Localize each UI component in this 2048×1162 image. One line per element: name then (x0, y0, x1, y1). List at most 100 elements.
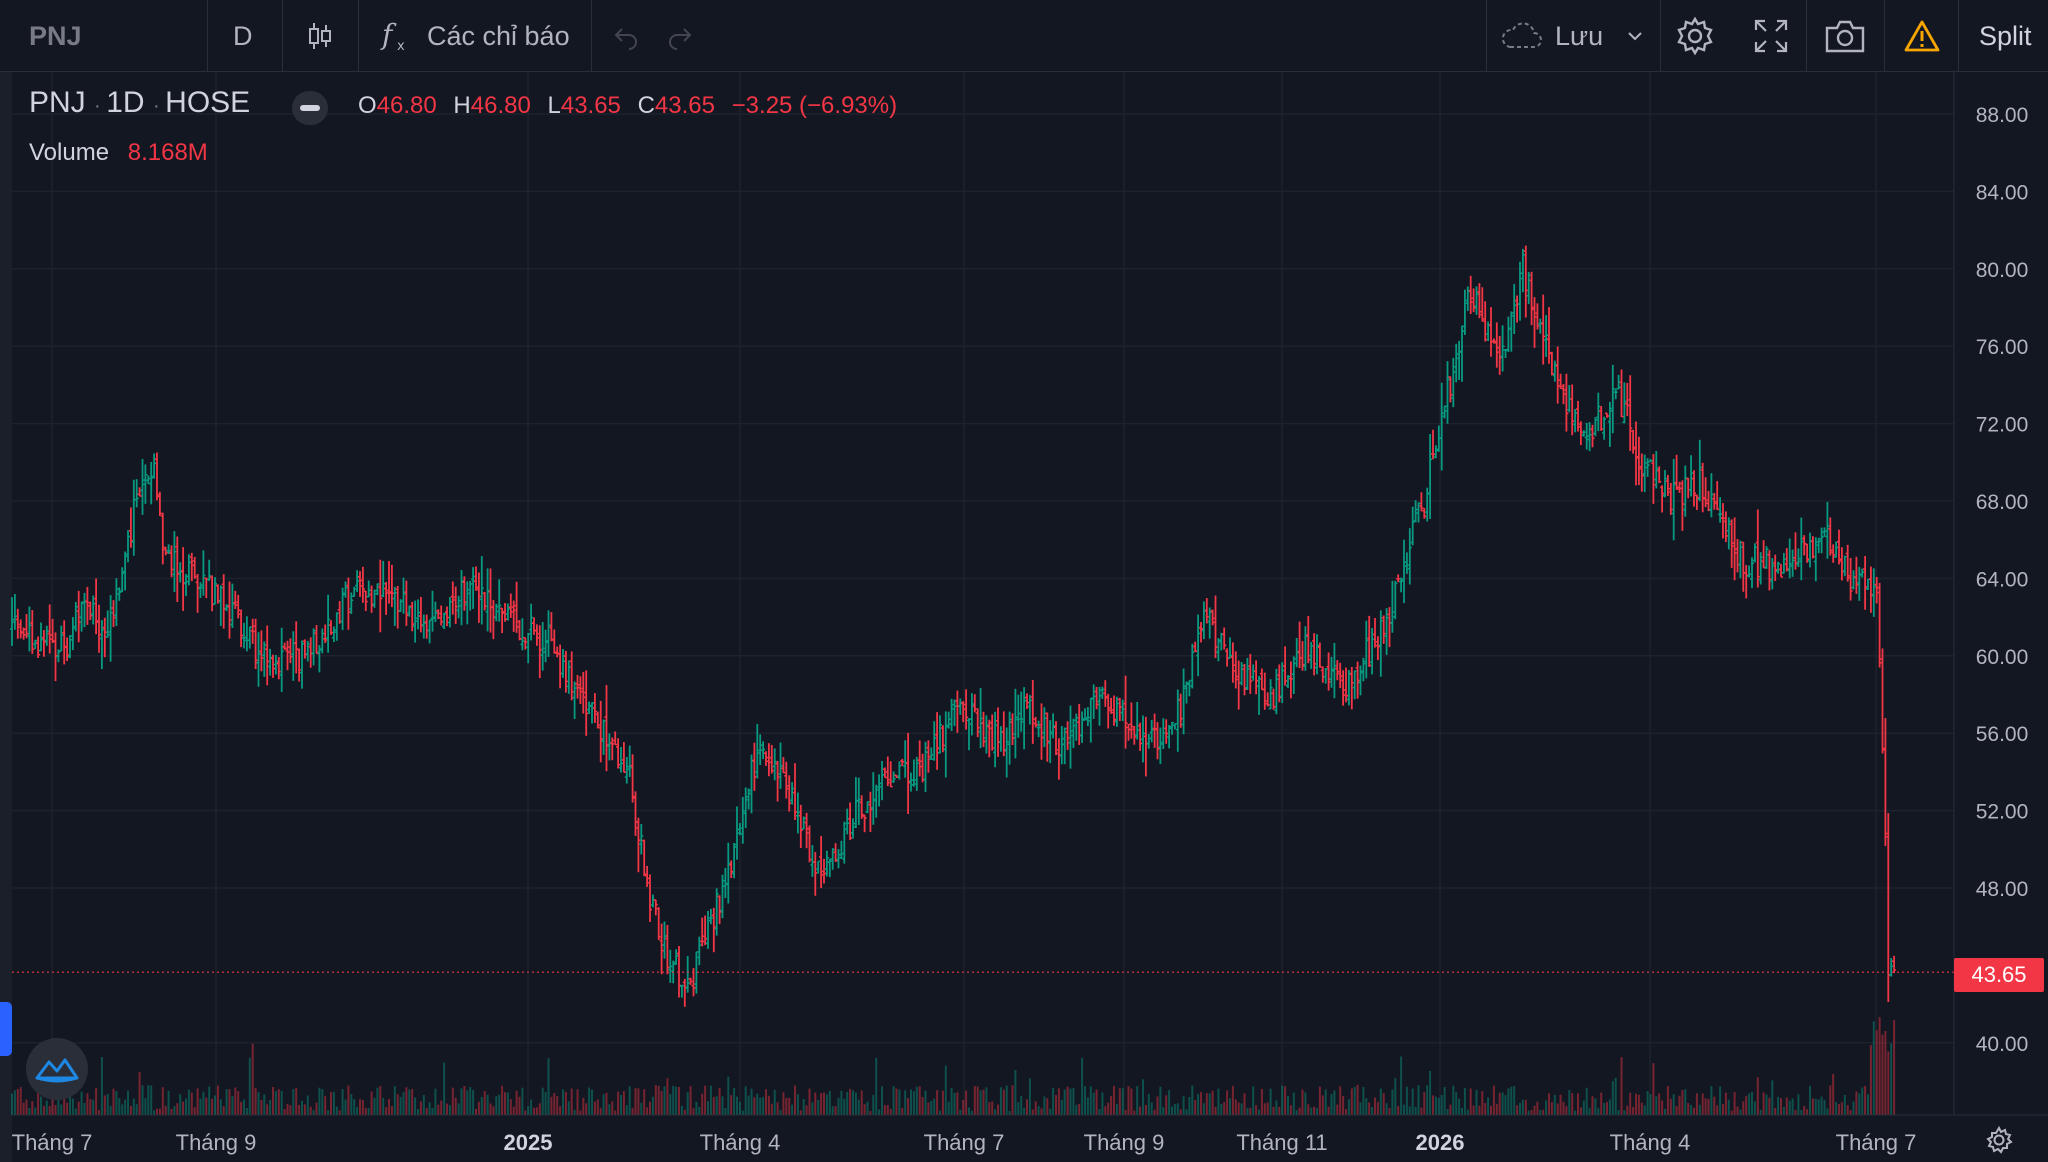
volume-bar (167, 1090, 170, 1115)
volume-bar (350, 1093, 353, 1115)
legend-interval: 1D (106, 86, 145, 119)
volume-bar (968, 1107, 970, 1115)
gear-icon[interactable] (1673, 14, 1717, 58)
volume-bar (1484, 1102, 1487, 1115)
volume-bar (1536, 1101, 1539, 1115)
volume-bar (260, 1099, 263, 1115)
volume-bar (1472, 1105, 1475, 1115)
volume-bar (1176, 1103, 1179, 1115)
volume-bar (1295, 1110, 1298, 1115)
volume-bar (965, 1090, 968, 1115)
volume-bar (689, 1086, 692, 1115)
tradingview-logo-icon[interactable] (26, 1038, 88, 1100)
volume-bar (535, 1107, 538, 1115)
volume-bar (54, 1104, 57, 1115)
eye-off-icon[interactable] (292, 91, 328, 125)
volume-bar (550, 1096, 553, 1115)
volume-bar (1469, 1088, 1472, 1115)
split-button[interactable]: Split (1979, 21, 2032, 51)
undo-icon[interactable] (604, 14, 648, 58)
candles-icon[interactable] (298, 14, 342, 58)
volume-bar (1626, 1105, 1629, 1115)
volume-bar (1075, 1104, 1078, 1115)
volume-bar (941, 1090, 944, 1115)
volume-bar (982, 1089, 985, 1115)
volume-bar (385, 1107, 388, 1115)
volume-bar (1637, 1094, 1640, 1115)
volume-bar (1124, 1110, 1127, 1115)
volume-bar (1890, 1043, 1893, 1115)
indicators-button[interactable]: Các chỉ báo (427, 21, 570, 51)
volume-bar (1806, 1109, 1809, 1115)
volume-bar (1521, 1099, 1524, 1115)
volume-bar (480, 1096, 483, 1115)
warning-icon[interactable] (1900, 14, 1944, 58)
volume-bar (1191, 1085, 1194, 1115)
volume-bar (185, 1098, 187, 1115)
volume-bar (921, 1096, 924, 1115)
volume-bar (74, 1108, 77, 1115)
volume-bar (1574, 1110, 1577, 1115)
volume-bar (707, 1101, 709, 1115)
volume-bar (1513, 1085, 1516, 1115)
settings-small-icon[interactable] (1984, 1125, 2020, 1155)
volume-bar (1281, 1085, 1284, 1115)
volume-bar (1611, 1081, 1614, 1115)
volume-bar (292, 1089, 295, 1115)
volume-bar (570, 1088, 573, 1115)
volume-bar (98, 1110, 100, 1115)
toolbar-divider (1660, 0, 1661, 72)
volume-bar (274, 1091, 277, 1115)
fullscreen-icon[interactable] (1749, 14, 1793, 58)
volume-bar (1391, 1089, 1394, 1115)
price-axis: 88.00 84.00 80.00 76.00 72.00 68.00 64.00 60.00… (1976, 104, 2029, 1056)
volume-bar (559, 1106, 562, 1115)
symbol-search-button[interactable]: PNJ (29, 21, 82, 51)
volume-bar (814, 1092, 817, 1115)
redo-icon[interactable] (658, 14, 702, 58)
volume-bar (318, 1087, 321, 1115)
volume-bar (1449, 1104, 1452, 1115)
volume-bar (1762, 1092, 1765, 1115)
volume-bar (251, 1043, 254, 1115)
volume-bar (425, 1108, 428, 1115)
camera-icon[interactable] (1823, 14, 1867, 58)
volume-bar (448, 1105, 451, 1115)
volume-bar (1684, 1089, 1687, 1115)
high-label: H (453, 92, 471, 119)
volume-bar (1446, 1108, 1449, 1115)
volume-bar (544, 1092, 547, 1115)
volume-bar (129, 1105, 132, 1115)
volume-bar (1214, 1106, 1217, 1115)
volume-bar (1240, 1103, 1243, 1115)
interval-button[interactable]: D (233, 21, 253, 51)
chevron-down-icon[interactable] (1614, 14, 1656, 58)
volume-bar (936, 1090, 939, 1115)
volume-bar (1078, 1104, 1081, 1115)
volume-bar (959, 1109, 962, 1115)
volume-bar (1516, 1105, 1519, 1115)
volume-bar (1055, 1094, 1057, 1115)
drawing-panel-toggle[interactable] (0, 1002, 12, 1056)
volume-bar (477, 1101, 480, 1115)
volume-bar (660, 1091, 663, 1115)
volume-bar (388, 1099, 390, 1115)
toolbar-divider (358, 0, 359, 72)
volume-bar (277, 1089, 280, 1115)
volume-bar (1466, 1109, 1469, 1115)
volume-bar (158, 1108, 161, 1115)
legend-exchange: HOSE (165, 86, 251, 119)
volume-bar (109, 1105, 112, 1115)
volume-bar (498, 1094, 501, 1115)
volume-bar (718, 1087, 721, 1115)
volume-bar (1867, 1094, 1869, 1115)
volume-bar (234, 1087, 237, 1115)
fx-icon[interactable]: f x (374, 14, 418, 58)
volume-bar (1855, 1091, 1858, 1115)
volume-bar (950, 1088, 953, 1115)
volume-bar (257, 1092, 260, 1115)
volume-bar (1258, 1109, 1260, 1115)
save-button[interactable]: Lưu (1555, 21, 1604, 51)
volume-bar (750, 1088, 753, 1115)
